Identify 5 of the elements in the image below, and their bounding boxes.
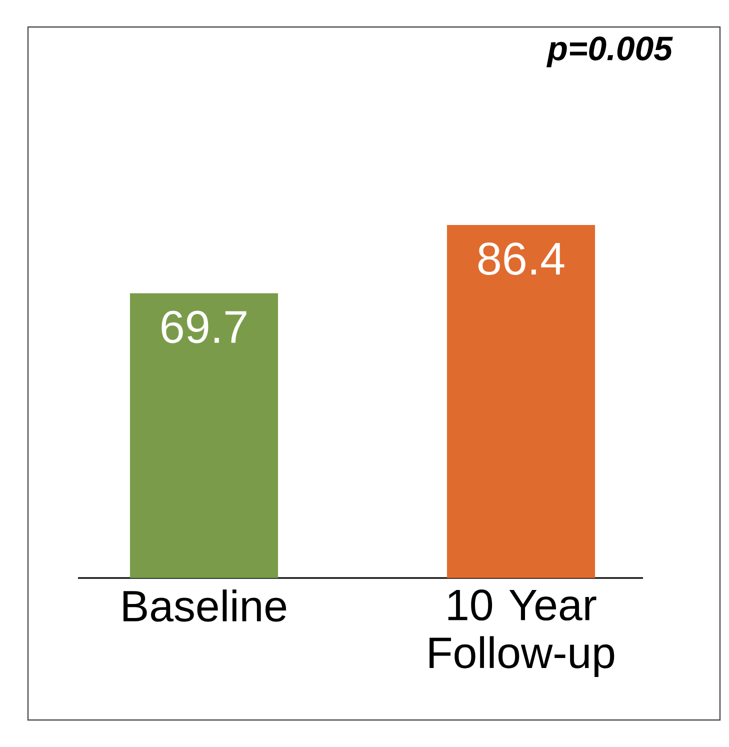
x-tick-label: 10 Year Follow-up	[430, 590, 614, 678]
data-label: 86.4	[478, 242, 564, 275]
x-tick-label: Baseline	[124, 590, 286, 622]
text: p=0.005	[546, 36, 673, 68]
data-label: 69.7	[162, 310, 246, 344]
